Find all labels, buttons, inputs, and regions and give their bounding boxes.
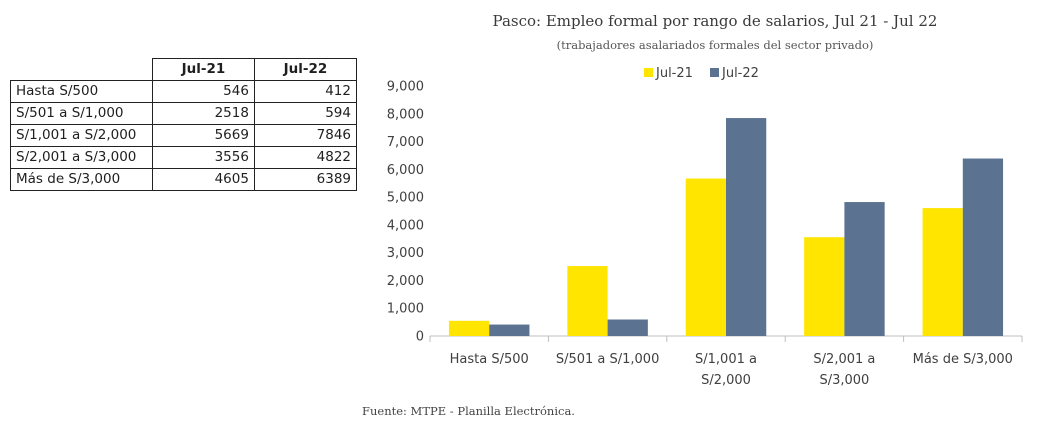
bar-jul-21-0: [448, 320, 490, 336]
bar-jul-21-4: [922, 208, 963, 336]
row-label: Más de S/3,000: [10, 168, 153, 191]
row-value-jul21: 546: [151, 80, 255, 103]
x-tick-label: Hasta S/500: [450, 352, 529, 367]
table-row: S/501 a S/1,000 2518 594: [10, 102, 358, 125]
y-tick-label: 3,000: [387, 246, 424, 261]
y-tick-label: 8,000: [387, 107, 424, 122]
x-tick-label: S/2,001 a: [813, 352, 875, 367]
y-tick-label: 2,000: [387, 274, 424, 289]
x-tick-label: Más de S/3,000: [913, 352, 1013, 367]
bar-jul-22-0: [489, 324, 530, 336]
y-tick-label: 9,000: [387, 80, 424, 95]
row-value-jul22: 594: [253, 102, 358, 125]
data-table: Jul-21 Jul-22 Hasta S/500 546 412 S/501 …: [10, 58, 358, 191]
bar-jul-21-2: [685, 178, 726, 336]
x-tick-label: S/3,000: [819, 373, 869, 388]
legend-swatch-jul-21: [644, 68, 653, 77]
legend-swatch-jul-22: [710, 68, 719, 77]
y-tick-label: 1,000: [387, 302, 424, 317]
x-tick-label: S/501 a S/1,000: [556, 352, 660, 367]
row-value-jul22: 7846: [253, 124, 358, 147]
legend-label-jul-22: Jul-22: [721, 66, 759, 81]
table-header-row: Jul-21 Jul-22: [10, 58, 358, 81]
x-tick-label: S/2,000: [701, 373, 751, 388]
table-row: S/2,001 a S/3,000 3556 4822: [10, 146, 358, 169]
row-label: S/1,001 a S/2,000: [10, 124, 153, 147]
bar-jul-22-1: [607, 319, 648, 336]
bar-jul-21-1: [567, 266, 608, 336]
y-tick-label: 7,000: [387, 135, 424, 150]
row-label: S/2,001 a S/3,000: [10, 146, 153, 169]
chart-subtitle: (trabajadores asalariados formales del s…: [556, 38, 874, 52]
source-note: Fuente: MTPE - Planilla Electrónica.: [362, 404, 575, 418]
legend-label-jul-21: Jul-21: [655, 66, 693, 81]
bar-jul-22-4: [962, 158, 1004, 336]
row-value-jul22: 6389: [253, 168, 358, 191]
table-row: Más de S/3,000 4605 6389: [10, 168, 358, 191]
bar-jul-22-3: [844, 202, 885, 336]
bar-jul-22-2: [726, 118, 767, 336]
y-tick-label: 6,000: [387, 163, 424, 178]
bar-chart: 0 1,000 2,000 3,000 4,000 5,000 6,000 7,000 8,00…: [387, 66, 1023, 388]
y-tick-label: 4,000: [387, 218, 424, 233]
y-tick-label: 0: [416, 330, 424, 345]
table-header-jul22: Jul-22: [253, 58, 358, 81]
table-row: S/1,001 a S/2,000 5669 7846: [10, 124, 358, 147]
x-tick-label: S/1,001 a: [695, 352, 757, 367]
chart-title: Pasco: Empleo formal por rango de salari…: [492, 12, 938, 30]
y-tick-label: 5,000: [387, 191, 424, 206]
row-value-jul21: 4605: [151, 168, 255, 191]
bar-jul-21-3: [804, 237, 845, 336]
